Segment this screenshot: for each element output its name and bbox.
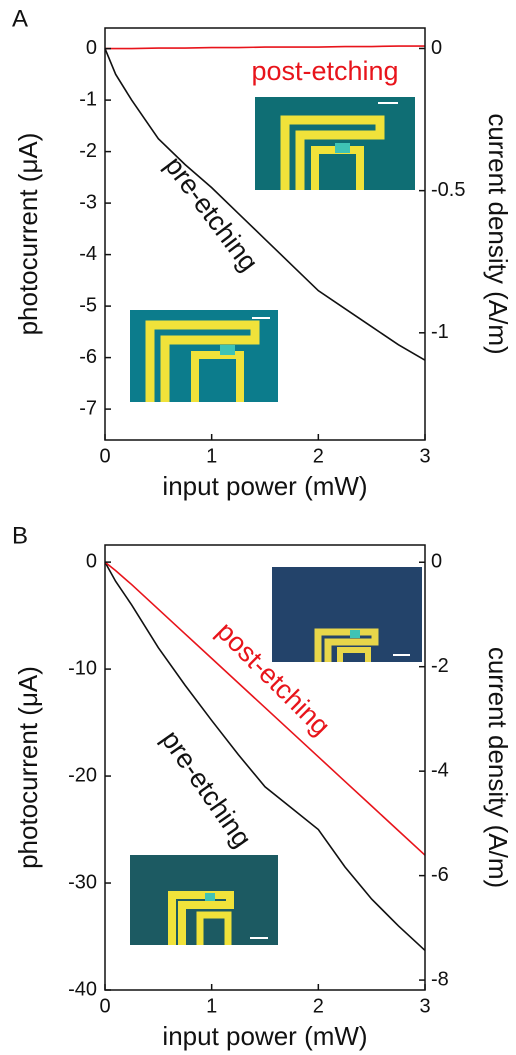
- figure: pre-etching post-etching 0 1 2 3 0 -1 -2 -3 -4 -5 -6…: [0, 0, 516, 1055]
- y-tick-label: -3: [79, 191, 97, 213]
- y2-tick-label: -2: [431, 655, 449, 677]
- y2-tick-label: -0.5: [431, 179, 465, 201]
- y-tick-label: -1: [79, 88, 97, 110]
- x-tick-label: 1: [206, 995, 217, 1017]
- y2-tick-label: 0: [431, 37, 442, 59]
- inset-image: [130, 310, 278, 402]
- inset-image: [272, 567, 422, 662]
- y2-tick-label: 0: [431, 551, 442, 573]
- x-tick-label: 0: [99, 445, 110, 467]
- y-tick-label: -30: [68, 871, 97, 893]
- data-line: [105, 46, 425, 49]
- y-tick-label: -6: [79, 346, 97, 368]
- y-axis-label: photocurrent (μA): [13, 666, 43, 869]
- series-label: post-etching: [251, 56, 398, 86]
- x-tick-label: 1: [206, 445, 217, 467]
- y-tick-label: -7: [79, 397, 97, 419]
- y2-tick-label: -8: [431, 968, 449, 990]
- x-tick-label: 0: [99, 995, 110, 1017]
- y2-tick-label: -4: [431, 759, 449, 781]
- x-tick-label: 3: [419, 995, 430, 1017]
- y-tick-label: -4: [79, 243, 97, 265]
- y-tick-label: -40: [68, 978, 97, 1000]
- page: {"chart_data": [ {"type": "line", "panel…: [0, 0, 516, 1055]
- x-axis-label: input power (mW): [162, 471, 367, 501]
- x-tick-label: 2: [313, 445, 324, 467]
- panel-label: A: [12, 5, 28, 32]
- y-tick-label: 0: [86, 37, 97, 59]
- x-tick-label: 3: [419, 445, 430, 467]
- inset-image: [130, 855, 278, 945]
- series-label: pre-etching: [156, 725, 258, 853]
- y-tick-label: -2: [79, 140, 97, 162]
- y-tick-label: 0: [86, 550, 97, 572]
- x-tick-label: 2: [313, 995, 324, 1017]
- y2-axis-label: current density (A/m): [483, 647, 513, 888]
- inset-image: [255, 97, 415, 190]
- x-axis-label: input power (mW): [162, 1021, 367, 1051]
- y2-tick-label: -1: [431, 321, 449, 343]
- y2-tick-label: -6: [431, 864, 449, 886]
- y-tick-label: -10: [68, 657, 97, 679]
- y-axis-label: photocurrent (μA): [13, 133, 43, 336]
- series-label: pre-etching: [159, 151, 264, 277]
- y-tick-label: -20: [68, 764, 97, 786]
- y2-axis-label: current density (A/m): [483, 113, 513, 354]
- y-tick-label: -5: [79, 294, 97, 316]
- panel-label: B: [12, 522, 28, 549]
